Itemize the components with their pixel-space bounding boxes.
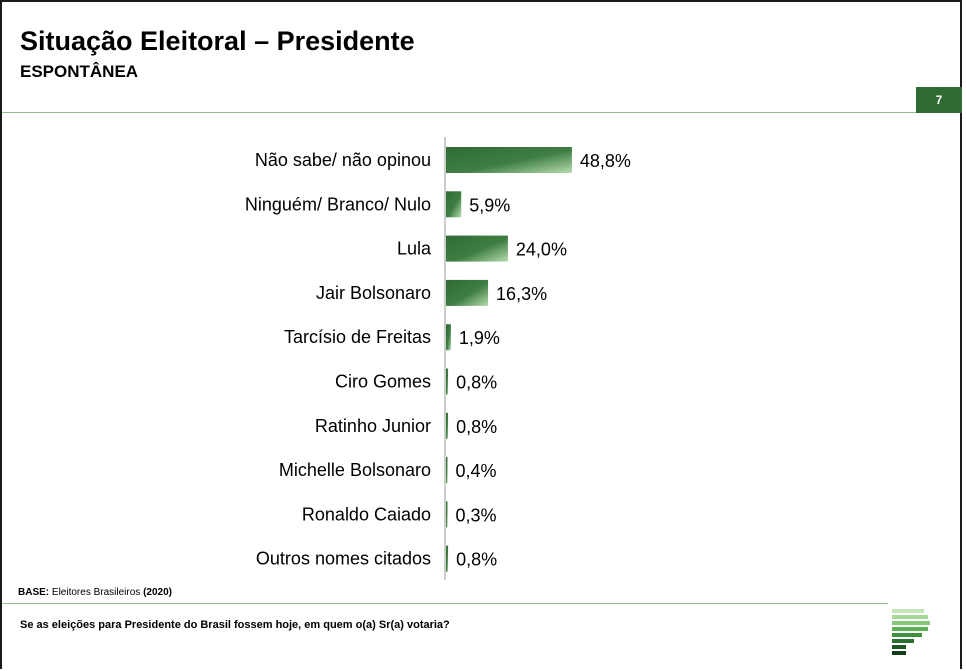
category-label: Michelle Bolsonaro: [279, 460, 431, 480]
bar: [446, 147, 572, 173]
category-label: Lula: [397, 239, 432, 259]
base-note: BASE: Eleitores Brasileiros (2020): [18, 587, 172, 598]
data-label: 16,3%: [496, 284, 547, 304]
category-label: Ratinho Junior: [315, 416, 431, 436]
data-label: 0,8%: [456, 373, 497, 393]
data-label: 0,4%: [456, 461, 497, 481]
data-label: 5,9%: [469, 195, 510, 215]
category-label: Outros nomes citados: [256, 549, 431, 569]
base-text: Eleitores Brasileiros: [51, 587, 141, 598]
data-label: 1,9%: [459, 328, 500, 348]
bar: [446, 545, 449, 572]
data-label: 24,0%: [516, 240, 567, 260]
data-label: 0,8%: [456, 417, 497, 437]
bar: [446, 457, 448, 484]
pollster-logo-icon: [892, 609, 930, 655]
data-label: 0,3%: [456, 505, 497, 525]
footer-divider: [2, 603, 888, 604]
bar: [446, 324, 451, 351]
category-label: Ninguém/ Branco/ Nulo: [245, 194, 431, 214]
page-subtitle: ESPONTÂNEA: [20, 62, 139, 81]
category-label: Jair Bolsonaro: [316, 283, 431, 303]
bar: [446, 279, 489, 306]
base-year: (2020): [143, 587, 172, 598]
bar: [446, 501, 448, 528]
category-label: Ronaldo Caiado: [302, 504, 431, 524]
category-label: Não sabe/ não opinou: [255, 150, 431, 170]
page-title: Situação Eleitoral – Presidente: [20, 26, 415, 56]
bar: [446, 368, 449, 395]
base-label: BASE:: [18, 587, 50, 598]
bar: [446, 191, 462, 218]
bar-chart: Não sabe/ não opinou 48,8% Ninguém/ Branco…: [245, 137, 631, 580]
page-number-badge: 7: [916, 87, 962, 113]
bar: [446, 412, 449, 439]
category-label: Tarcísio de Freitas: [284, 327, 431, 347]
data-label: 0,8%: [456, 550, 497, 570]
category-label: Ciro Gomes: [335, 372, 431, 392]
header-divider: [2, 112, 960, 113]
bar: [446, 235, 508, 262]
data-label: 48,8%: [580, 151, 631, 171]
survey-question: Se as eleições para Presidente do Brasil…: [20, 619, 450, 631]
